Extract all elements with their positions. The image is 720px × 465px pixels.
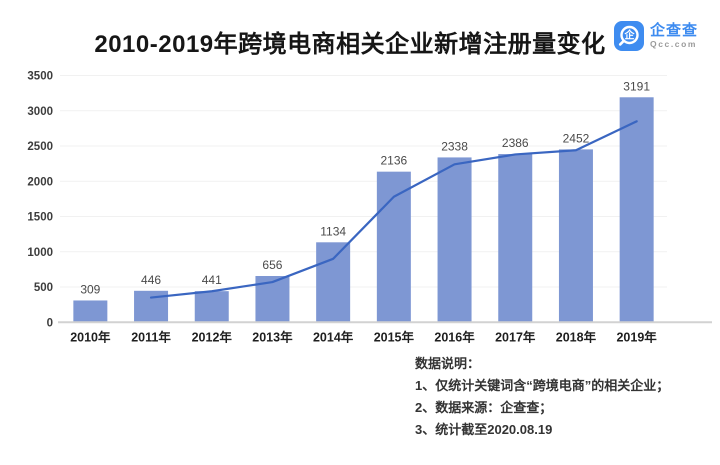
logo-name: 企查查 xyxy=(649,21,698,39)
bar-value-label: 2136 xyxy=(380,154,407,168)
bar-value-label: 2338 xyxy=(441,139,468,153)
x-tick-label: 2016年 xyxy=(434,329,475,344)
notes-item: 1、仅统计关键词含“跨境电商”的相关企业； xyxy=(415,378,670,393)
bar-value-label: 1134 xyxy=(320,224,346,238)
bar-2019年 xyxy=(619,97,654,323)
bar-value-label: 2386 xyxy=(502,136,529,150)
x-tick-label: 2010年 xyxy=(70,329,111,344)
y-tick-label: 3500 xyxy=(27,71,53,83)
bar-2010年 xyxy=(73,300,108,323)
y-tick-label: 1500 xyxy=(27,212,53,224)
bar-value-label: 309 xyxy=(80,282,100,296)
y-tick-label: 3000 xyxy=(27,106,53,118)
svg-text:企: 企 xyxy=(623,29,635,42)
y-tick-label: 500 xyxy=(34,282,53,294)
x-tick-label: 2011年 xyxy=(131,329,171,344)
bar-value-label: 656 xyxy=(262,258,282,272)
x-tick-label: 2018年 xyxy=(556,329,597,344)
x-tick-label: 2013年 xyxy=(252,329,293,344)
y-tick-label: 1000 xyxy=(27,247,53,259)
y-tick-label: 2000 xyxy=(27,176,53,188)
page-title: 2010-2019年跨境电商相关企业新增注册量变化 xyxy=(94,31,606,58)
bar-2016年 xyxy=(437,157,472,323)
x-tick-label: 2012年 xyxy=(192,329,233,344)
bar-value-label: 2452 xyxy=(563,131,590,145)
bar-2012年 xyxy=(194,291,229,323)
x-tick-label: 2015年 xyxy=(374,329,415,344)
x-tick-label: 2019年 xyxy=(616,329,657,344)
data-notes: 数据说明： 1、仅统计关键词含“跨境电商”的相关企业； 2、数据来源：企查查； … xyxy=(415,353,669,441)
notes-item: 3、统计截至2020.08.19 xyxy=(415,422,553,437)
x-tick-label: 2017年 xyxy=(495,329,536,344)
trend-line xyxy=(149,120,638,299)
bar-2014年 xyxy=(316,242,351,323)
logo-domain: Qcc.com xyxy=(649,39,698,50)
notes-heading: 数据说明： xyxy=(415,356,481,371)
bar-value-label: 3191 xyxy=(623,79,650,93)
y-tick-label: 2500 xyxy=(27,141,53,153)
bar-2018年 xyxy=(558,149,593,323)
bar-value-label: 441 xyxy=(202,273,222,287)
qcc-logo: 企 企查查 Qcc.com xyxy=(613,21,698,51)
x-tick-label: 2014年 xyxy=(313,329,354,344)
bar-2015年 xyxy=(376,171,411,323)
bar-2017年 xyxy=(498,154,533,323)
y-tick-label: 0 xyxy=(47,317,53,329)
bar-value-label: 446 xyxy=(141,273,161,287)
notes-item: 2、数据来源：企查查； xyxy=(415,400,553,415)
qcc-magnifier-icon: 企 xyxy=(613,21,644,51)
